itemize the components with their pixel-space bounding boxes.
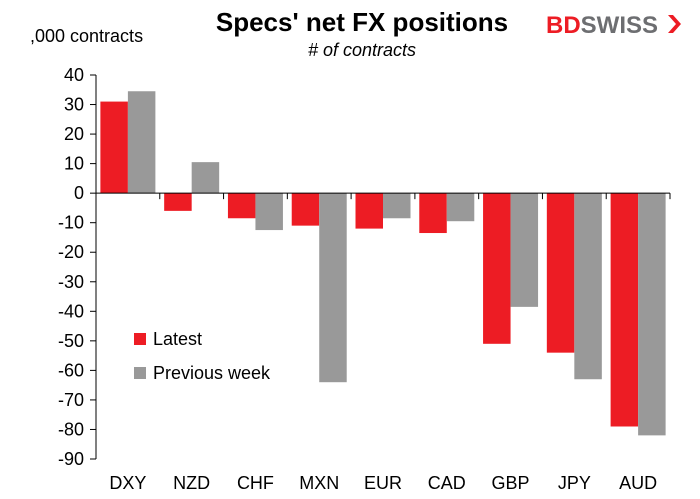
x-tick-label: NZD xyxy=(173,473,210,493)
y-tick-label: 0 xyxy=(74,183,84,203)
bar-cad-series-0 xyxy=(419,193,447,234)
y-tick-label: -60 xyxy=(58,360,84,380)
legend-swatch xyxy=(134,367,146,379)
legend: Latest Previous week xyxy=(134,329,271,383)
x-tick-label: CAD xyxy=(428,473,466,493)
y-tick-label: 20 xyxy=(64,124,84,144)
x-tick-label: CHF xyxy=(237,473,274,493)
bars-group xyxy=(100,91,666,436)
logo-bd-text: BDSWISS xyxy=(546,12,658,39)
bar-mxn-series-1 xyxy=(319,193,347,383)
bar-jpy-series-0 xyxy=(546,193,575,353)
legend-swatch xyxy=(134,333,146,345)
y-tick-label: 30 xyxy=(64,95,84,115)
bar-dxy-series-0 xyxy=(100,101,128,194)
bar-dxy-series-1 xyxy=(127,91,156,194)
legend-label: Latest xyxy=(153,329,202,349)
x-tick-label: AUD xyxy=(619,473,657,493)
bar-jpy-series-1 xyxy=(574,193,602,380)
y-tick-label: -80 xyxy=(58,419,84,439)
bar-eur-series-1 xyxy=(383,193,411,219)
bar-nzd-series-0 xyxy=(164,193,192,211)
bar-eur-series-0 xyxy=(355,193,383,229)
bar-cad-series-1 xyxy=(446,193,475,222)
x-tick-labels: DXY NZD CHF MXN EUR CAD GBP JPY AUD xyxy=(109,473,657,493)
y-tick-label: -70 xyxy=(58,390,84,410)
bar-chf-series-1 xyxy=(255,193,283,231)
y-tick-label: -20 xyxy=(58,242,84,262)
y-tick-label: -40 xyxy=(58,301,84,321)
y-tick-label: 40 xyxy=(64,65,84,85)
chart-subtitle: # of contracts xyxy=(308,40,416,60)
chart-title: Specs' net FX positions xyxy=(216,7,508,37)
y-tick-label: -30 xyxy=(58,272,84,292)
y-tick-labels: 40 30 20 10 0 -10 -20 -30 -40 -50 -60 -70 -80 -90 xyxy=(58,65,84,469)
brand-logo: BDSWISS xyxy=(546,12,681,39)
y-tick-label: -50 xyxy=(58,331,84,351)
x-tick-label: GBP xyxy=(492,473,530,493)
axes-group xyxy=(90,74,671,460)
x-tick-label: JPY xyxy=(558,473,591,493)
legend-label: Previous week xyxy=(153,363,271,383)
x-tick-label: EUR xyxy=(364,473,402,493)
y-tick-label: -10 xyxy=(58,213,84,233)
x-tick-label: MXN xyxy=(299,473,339,493)
bar-gbp-series-0 xyxy=(483,193,511,344)
bar-chf-series-0 xyxy=(227,193,256,219)
bar-mxn-series-0 xyxy=(291,193,320,226)
bar-aud-series-1 xyxy=(638,193,666,436)
logo-chevron-icon xyxy=(668,15,681,33)
y-axis-unit-label: ,000 contracts xyxy=(30,26,143,46)
bar-gbp-series-1 xyxy=(510,193,539,307)
x-tick-label: DXY xyxy=(109,473,146,493)
y-tick-label: -90 xyxy=(58,449,84,469)
bar-nzd-series-1 xyxy=(191,162,220,194)
y-tick-label: 10 xyxy=(64,154,84,174)
bar-aud-series-0 xyxy=(610,193,639,427)
